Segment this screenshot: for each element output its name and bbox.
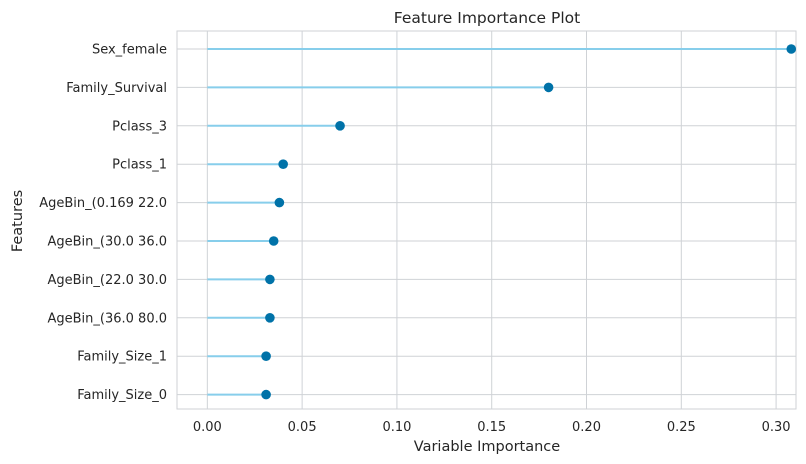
x-tick-label: 0.20 [572,420,601,435]
y-axis-title: Features [10,190,26,252]
lollipop-marker [261,389,271,400]
y-tick-labels: Sex_female Family_Survival Pclass_3 Pclass_… [39,43,167,404]
chart-marks [207,44,797,400]
y-tick-label: AgeBin_(30.0 36.0 [47,235,167,250]
lollipop-marker [335,121,345,131]
y-tick-label: Family_Size_1 [77,350,167,365]
lollipop-marker [278,159,288,169]
x-tick-label: 0.00 [193,420,222,435]
x-tick-label: 0.05 [288,420,317,435]
y-tick-label: Family_Survival [66,81,167,96]
x-tick-labels: 0.00 0.05 0.10 0.15 0.20 0.25 0.30 [193,420,791,435]
y-tick-label: Pclass_3 [112,119,167,134]
x-tick-label: 0.25 [667,420,696,435]
y-tick-label: Sex_female [92,43,167,58]
x-tick-label: 0.30 [762,420,791,435]
x-tick-label: 0.10 [382,420,411,435]
lollipop-marker [265,274,275,285]
y-tick-label: AgeBin_(22.0 30.0 [47,273,167,288]
lollipop-marker [268,236,279,246]
chart-title: Feature Importance Plot [394,9,580,27]
lollipop-marker [543,82,554,93]
lollipop-marker [786,44,797,54]
y-tick-label: Family_Size_0 [77,388,167,403]
x-axis-title: Variable Importance [414,439,560,455]
lollipop-marker [265,313,275,323]
lollipop-marker [261,351,271,362]
y-tick-label: AgeBin_(36.0 80.0 [47,311,167,326]
y-tick-label: Pclass_1 [112,158,167,173]
plot-frame [176,30,797,410]
x-tick-label: 0.15 [477,420,506,435]
lollipop-marker [274,197,285,208]
y-tick-label: AgeBin_(0.169 22.0 [39,196,167,211]
